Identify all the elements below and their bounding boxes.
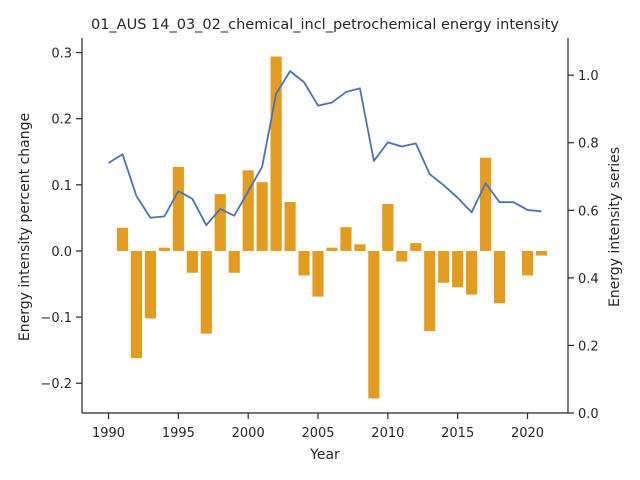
axes: 1990 1995 2000 2005 2010 2015 2020 −0.2 −0.1 0.0 0… bbox=[40, 38, 599, 441]
y-left-tick-label: 0.2 bbox=[51, 113, 72, 128]
chart-title: 01_AUS 14_03_02_chemical_incl_petrochemi… bbox=[91, 17, 559, 33]
y-left-tick-label: 0.0 bbox=[51, 245, 72, 260]
y-right-tick-label: 0.6 bbox=[578, 204, 599, 219]
y-left-tick-label: 0.1 bbox=[51, 179, 72, 194]
bar-2004 bbox=[298, 250, 310, 276]
x-tick-label: 1990 bbox=[92, 426, 125, 441]
bar-1998 bbox=[214, 194, 226, 251]
bar-1992 bbox=[130, 250, 143, 359]
x-axis-label: Year bbox=[309, 447, 340, 463]
y-axis-left-label: Energy intensity percent change bbox=[17, 113, 33, 341]
x-tick-label: 2010 bbox=[371, 426, 404, 441]
x-tick-label: 2005 bbox=[301, 426, 334, 441]
bar-2016 bbox=[466, 250, 478, 295]
bar-2015 bbox=[452, 250, 464, 288]
bar-2006 bbox=[326, 247, 338, 251]
bar-2014 bbox=[438, 250, 450, 283]
y-left-tick-label: −0.1 bbox=[40, 311, 72, 326]
bar-2011 bbox=[396, 250, 408, 262]
y-right-tick-label: 1.0 bbox=[578, 69, 599, 84]
x-tick-label: 1995 bbox=[162, 426, 195, 441]
bar-2001 bbox=[256, 182, 268, 251]
bar-1993 bbox=[144, 250, 157, 319]
bar-1995 bbox=[172, 166, 184, 251]
bar-1997 bbox=[200, 250, 212, 334]
y-right-tick-label: 0.4 bbox=[578, 272, 599, 287]
bar-2003 bbox=[284, 202, 296, 251]
bar-2021 bbox=[535, 250, 548, 256]
bar-1996 bbox=[186, 250, 198, 273]
bar-2020 bbox=[521, 250, 534, 276]
bar-2008 bbox=[354, 244, 366, 251]
bar-2012 bbox=[410, 243, 422, 251]
bar-2002 bbox=[270, 56, 282, 251]
y-right-tick-label: 0.0 bbox=[578, 407, 599, 422]
bar-2013 bbox=[424, 250, 436, 331]
bar-2009 bbox=[368, 250, 380, 399]
bar-1999 bbox=[228, 250, 240, 273]
bar-2007 bbox=[340, 227, 352, 251]
bar-2000 bbox=[242, 170, 254, 251]
y-left-tick-label: 0.3 bbox=[51, 47, 72, 62]
bar-series bbox=[116, 56, 548, 399]
bar-1991 bbox=[116, 227, 129, 251]
line-series bbox=[108, 70, 542, 227]
y-right-tick-label: 0.8 bbox=[578, 137, 599, 152]
bar-1994 bbox=[158, 247, 170, 251]
y-right-tick-label: 0.2 bbox=[578, 339, 599, 354]
x-tick-label: 2000 bbox=[232, 426, 265, 441]
y-left-tick-label: −0.2 bbox=[40, 377, 72, 392]
bar-2018 bbox=[493, 250, 506, 304]
y-axis-right-label: Energy intensity series bbox=[607, 147, 623, 307]
x-tick-label: 2015 bbox=[441, 426, 474, 441]
bar-2017 bbox=[480, 157, 492, 251]
x-tick-label: 2020 bbox=[511, 426, 544, 441]
bar-2010 bbox=[382, 204, 394, 251]
bar-2005 bbox=[312, 250, 324, 297]
